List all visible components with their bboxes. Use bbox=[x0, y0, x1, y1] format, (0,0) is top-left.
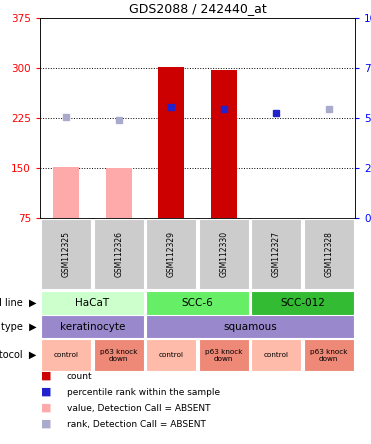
Text: control: control bbox=[54, 352, 79, 358]
Bar bbox=[251, 290, 354, 314]
Text: value, Detection Call = ABSENT: value, Detection Call = ABSENT bbox=[67, 404, 210, 412]
Text: rank, Detection Call = ABSENT: rank, Detection Call = ABSENT bbox=[67, 420, 206, 428]
Text: cell line  ▶: cell line ▶ bbox=[0, 297, 36, 308]
Text: squamous: squamous bbox=[223, 321, 277, 332]
Text: percentile rank within the sample: percentile rank within the sample bbox=[67, 388, 220, 396]
Bar bbox=[198, 339, 249, 371]
Bar bbox=[251, 339, 302, 371]
Text: p63 knock
down: p63 knock down bbox=[205, 349, 243, 361]
Text: GSM112328: GSM112328 bbox=[324, 231, 333, 277]
Bar bbox=[53, 166, 79, 218]
Bar bbox=[303, 339, 354, 371]
Bar bbox=[198, 219, 249, 289]
Text: control: control bbox=[159, 352, 184, 358]
Bar bbox=[93, 339, 144, 371]
Text: ■: ■ bbox=[41, 371, 51, 381]
Text: GSM112326: GSM112326 bbox=[114, 231, 123, 277]
Text: protocol  ▶: protocol ▶ bbox=[0, 350, 36, 360]
Title: GDS2088 / 242440_at: GDS2088 / 242440_at bbox=[129, 3, 266, 16]
Bar bbox=[41, 339, 91, 371]
Bar bbox=[146, 290, 249, 314]
Text: HaCaT: HaCaT bbox=[75, 297, 109, 308]
Text: count: count bbox=[67, 372, 92, 381]
Text: SCC-012: SCC-012 bbox=[280, 297, 325, 308]
Text: SCC-6: SCC-6 bbox=[182, 297, 213, 308]
Text: ■: ■ bbox=[41, 419, 51, 429]
Text: p63 knock
down: p63 knock down bbox=[310, 349, 348, 361]
Bar bbox=[146, 315, 354, 337]
Bar bbox=[41, 315, 144, 337]
Bar bbox=[93, 219, 144, 289]
Bar bbox=[146, 339, 197, 371]
Bar bbox=[211, 70, 237, 218]
Bar bbox=[41, 290, 144, 314]
Bar bbox=[41, 219, 91, 289]
Text: ■: ■ bbox=[41, 403, 51, 413]
Text: GSM112330: GSM112330 bbox=[219, 231, 228, 277]
Bar bbox=[146, 219, 197, 289]
Bar bbox=[251, 219, 302, 289]
Text: ■: ■ bbox=[41, 387, 51, 397]
Text: GSM112329: GSM112329 bbox=[167, 231, 176, 277]
Text: GSM112327: GSM112327 bbox=[272, 231, 281, 277]
Text: p63 knock
down: p63 knock down bbox=[100, 349, 138, 361]
Text: control: control bbox=[264, 352, 289, 358]
Bar bbox=[303, 219, 354, 289]
Bar bbox=[158, 67, 184, 218]
Bar bbox=[106, 168, 132, 218]
Text: keratinocyte: keratinocyte bbox=[60, 321, 125, 332]
Text: GSM112325: GSM112325 bbox=[62, 231, 71, 277]
Text: cell type  ▶: cell type ▶ bbox=[0, 321, 36, 332]
